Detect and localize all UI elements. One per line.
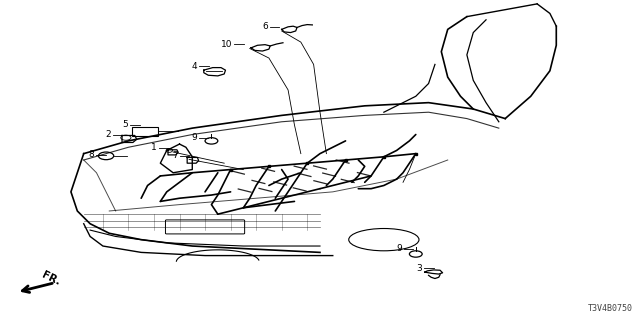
Bar [132,126,159,136]
Text: 1: 1 [152,143,157,152]
Text: 3: 3 [417,264,422,273]
Text: 9: 9 [396,244,402,253]
Text: FR.: FR. [40,269,62,287]
Text: 2: 2 [106,130,111,139]
Text: 8: 8 [89,150,95,159]
Text: 10: 10 [221,40,232,49]
Text: 7: 7 [172,151,177,160]
Text: 4: 4 [192,61,197,70]
Text: 9: 9 [191,133,196,142]
Text: T3V4B0750: T3V4B0750 [588,304,633,313]
Text: 6: 6 [262,22,268,31]
Text: 5: 5 [123,120,129,130]
